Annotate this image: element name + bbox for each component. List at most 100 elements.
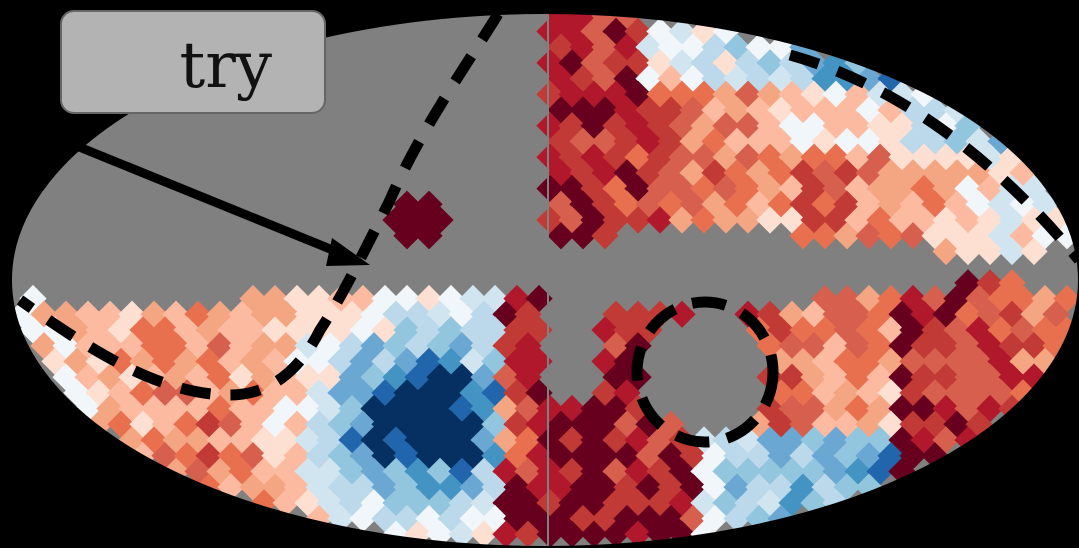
data-pixel [602,17,630,46]
dashed-boundary-right [788,49,1079,264]
data-pixel [712,143,740,171]
data-pixel [1031,347,1059,376]
data-pixel [855,159,883,187]
data-pixel [1020,237,1048,266]
data-pixel [745,159,773,187]
data-pixel [932,143,960,171]
data-pixel [536,17,564,46]
data-pixel [602,520,630,548]
data-pixel [140,426,168,454]
data-pixel [899,222,927,250]
data-pixel [844,143,872,171]
data-pixel [426,206,454,234]
data-pixel [767,159,795,187]
data-pixel [415,222,443,250]
pointer-arrow-head [326,238,370,266]
label-box: try [60,10,326,114]
data-pixel [569,222,597,250]
data-pixel [580,49,608,77]
label-text: try [179,29,272,103]
data-pixel [613,159,641,187]
data-pixel [206,457,234,486]
dashed-circle [631,296,779,448]
data-pixel [998,143,1026,171]
data-pixel [1053,284,1079,313]
data-pixel [646,112,674,140]
data-pixel [162,426,190,454]
data-pixel [184,457,212,486]
data-pixel [954,237,982,266]
data-pixel [833,159,861,187]
data-pixel [690,143,718,171]
data-pixel [976,143,1004,171]
data-pixel [162,300,190,328]
data-pixel [712,112,740,140]
data-pixel [558,49,586,77]
data-pixel [888,143,916,171]
data-pixel [1031,316,1059,344]
data-pixel [228,426,256,454]
data-pixel [195,347,223,376]
data-pixel [800,206,828,234]
data-pixel [206,300,234,328]
data-pixel [1053,316,1079,344]
data-pixel [217,316,245,344]
data-pixel [646,17,674,46]
pointer-arrow-shaft [60,135,347,260]
data-pixel [778,143,806,171]
data-pixel [382,206,410,234]
data-pixel [712,206,740,234]
data-pixel [129,347,157,376]
data-pixel [822,143,850,171]
data-pixel [998,237,1026,266]
data-pixel [536,206,564,234]
data-pixel [1020,300,1048,328]
data-pixel [877,159,905,187]
data-pixel [602,206,630,234]
data-pixel [547,12,575,30]
data-pixel [888,206,916,234]
data-pixel [470,520,498,548]
data-pixel [756,143,784,171]
data-pixel [536,143,564,171]
data-pixel [514,520,542,548]
data-pixel [866,206,894,234]
data-pixel [580,206,608,234]
data-pixel [602,143,630,171]
data-pixel [558,206,586,234]
data-pixel [712,49,740,77]
data-pixel [998,206,1026,234]
pixel-layer [10,12,1079,548]
data-pixel [668,206,696,234]
data-pixel [602,49,630,77]
data-pixel [536,112,564,140]
data-pixel [151,316,179,344]
data-pixel [1042,332,1070,360]
data-pixel [217,473,245,501]
data-pixel [591,159,619,187]
data-pixel [800,112,828,140]
data-pixel [855,222,883,250]
data-pixel [789,159,817,187]
data-pixel [558,143,586,171]
data-pixel [789,222,817,250]
data-pixel [228,457,256,486]
data-pixel [184,300,212,328]
data-pixel [668,143,696,171]
data-pixel [1020,206,1048,234]
data-pixel [1042,300,1070,328]
data-pixel [965,159,993,187]
data-pixel [668,49,696,77]
data-pixel [492,520,520,548]
data-pixel [580,17,608,46]
data-pixel [129,316,157,344]
data-pixel [602,112,630,140]
data-pixel [1031,284,1059,313]
data-pixel [129,410,157,438]
data-pixel [866,112,894,140]
data-pixel [151,347,179,376]
data-pixel [679,159,707,187]
data-pixel [173,316,201,344]
data-pixel [195,410,223,438]
